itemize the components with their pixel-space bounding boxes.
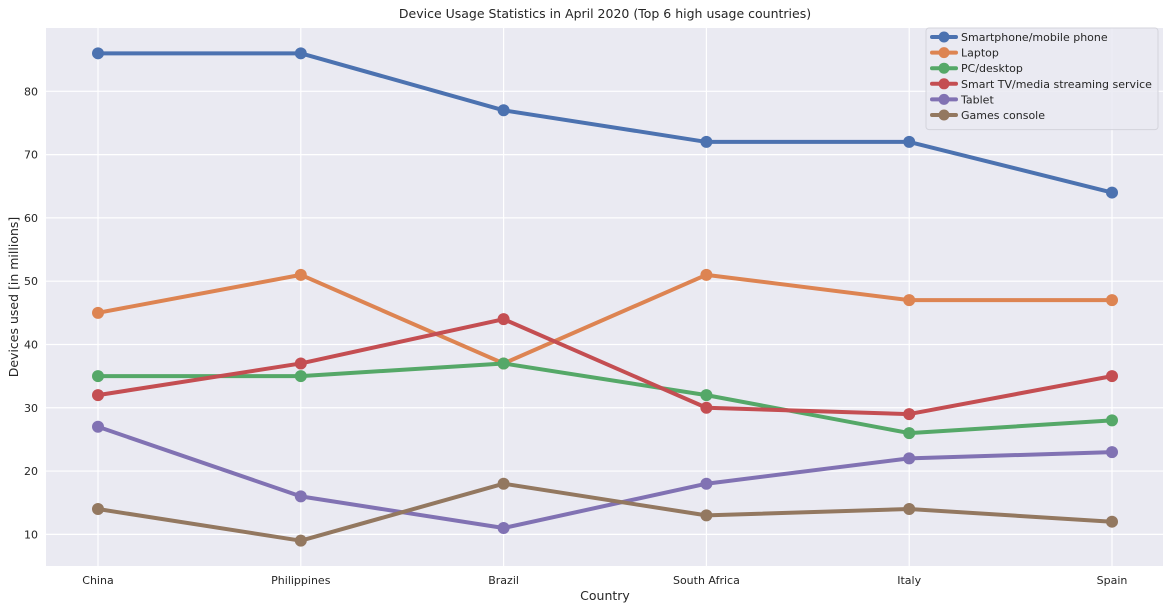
data-point (903, 294, 916, 307)
legend-swatch-marker (938, 47, 950, 59)
y-tick-label: 80 (24, 85, 38, 98)
legend-swatch-marker (938, 93, 950, 105)
data-point (1106, 414, 1118, 427)
legend-swatch-marker (938, 78, 950, 90)
legend-label: PC/desktop (961, 62, 1023, 75)
data-point (294, 370, 307, 383)
data-point (497, 522, 510, 535)
legend-swatch-marker (938, 62, 950, 74)
data-point (294, 47, 307, 60)
data-point (700, 477, 713, 490)
legend-label: Smartphone/mobile phone (961, 31, 1108, 44)
series-group (92, 313, 1118, 421)
series-line (96, 51, 1114, 195)
data-point (92, 306, 104, 319)
legend-label: Smart TV/media streaming service (961, 78, 1152, 91)
x-tick-label: China (82, 574, 113, 587)
data-point (903, 503, 916, 516)
data-point (1106, 294, 1118, 307)
data-point (497, 357, 510, 370)
x-tick-label: Philippines (271, 574, 331, 587)
y-tick-label: 30 (24, 402, 38, 415)
legend-label: Games console (961, 109, 1045, 122)
legend: Smartphone/mobile phone Laptop PC/desktop S… (925, 27, 1159, 131)
legend-label: Tablet (960, 93, 994, 106)
series-line (96, 272, 1114, 366)
data-point (294, 534, 307, 547)
data-point (903, 135, 916, 148)
data-point (1106, 515, 1118, 528)
data-point (700, 389, 713, 402)
legend-swatch-marker (938, 109, 950, 121)
data-point (700, 509, 713, 522)
x-tick-label: Italy (897, 574, 921, 587)
data-point (294, 490, 307, 503)
x-axis-title: Country (580, 588, 630, 603)
data-point (903, 427, 916, 440)
y-tick-label: 60 (24, 212, 38, 225)
x-tick-label: Brazil (488, 574, 519, 587)
data-point (497, 477, 510, 490)
series-line (96, 481, 1114, 543)
series-line (96, 361, 1114, 436)
series-group (92, 47, 1118, 547)
y-tick-label: 20 (24, 465, 38, 478)
data-point (92, 47, 104, 60)
data-point (92, 370, 104, 383)
series-group (92, 477, 1118, 547)
y-axis-title: Devices used [in millions] (6, 217, 21, 378)
data-point (294, 357, 307, 370)
series-group (92, 420, 1118, 535)
legend-label: Laptop (961, 47, 999, 60)
series-group (92, 47, 1118, 199)
data-point (1106, 186, 1118, 199)
data-point (903, 408, 916, 421)
y-tick-label: 10 (24, 528, 38, 541)
grid (46, 28, 1163, 566)
legend-swatch-marker (938, 31, 950, 43)
data-point (497, 104, 510, 117)
series-group (92, 357, 1118, 440)
series-line (96, 317, 1114, 417)
y-tick-label: 40 (24, 338, 38, 351)
data-point (1106, 370, 1118, 383)
data-point (700, 401, 713, 414)
y-tick-label: 50 (24, 275, 38, 288)
data-point (92, 420, 104, 433)
x-tick-label: South Africa (673, 574, 740, 587)
chart-title: Device Usage Statistics in April 2020 (T… (399, 6, 811, 21)
data-point (1106, 446, 1118, 459)
data-point (700, 135, 713, 148)
y-tick-label: 70 (24, 149, 38, 162)
series-line (96, 424, 1114, 531)
x-tick-label: Spain (1097, 574, 1128, 587)
data-point (92, 503, 104, 516)
data-point (92, 389, 104, 402)
data-point (700, 268, 713, 281)
data-point (903, 452, 916, 465)
legend-box (925, 27, 1159, 131)
x-axis-ticks: China Philippines Brazil South Africa Italy S… (82, 574, 1127, 587)
data-point (294, 268, 307, 281)
y-axis-ticks: 10 20 30 40 50 60 70 80 (24, 85, 38, 541)
data-point (497, 313, 510, 326)
